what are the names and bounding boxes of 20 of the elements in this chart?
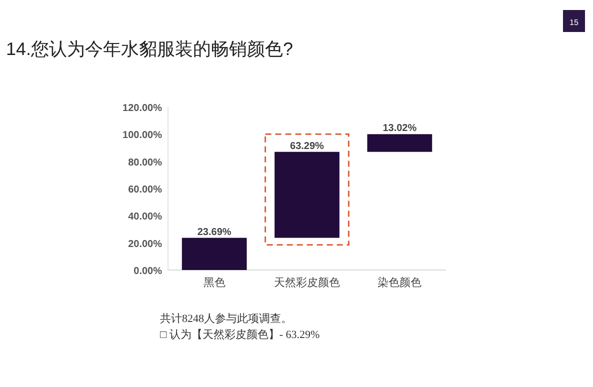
chart-title: 14.您认为今年水貂服装的畅销颜色? xyxy=(6,39,294,59)
y-tick-label: 100.00% xyxy=(122,130,162,142)
data-label: 63.29% xyxy=(290,140,324,152)
text: 15 xyxy=(570,18,579,27)
y-tick-label: 120.00% xyxy=(122,103,162,114)
bar xyxy=(274,152,340,238)
data-label: 23.69% xyxy=(197,226,232,238)
y-tick-label: 40.00% xyxy=(128,212,162,223)
text: 共计8248人参与此项调查。 xyxy=(160,312,292,325)
data-label: 13.02% xyxy=(382,123,417,134)
y-tick-label: 20.00% xyxy=(128,238,162,250)
y-tick-label: 60.00% xyxy=(128,184,162,196)
x-tick-label: 染色颜色 xyxy=(378,276,422,289)
bar xyxy=(182,238,247,270)
y-tick-label: 80.00% xyxy=(128,157,162,168)
y-tick-label: 0.00% xyxy=(134,266,162,277)
x-tick-label: 黑色 xyxy=(203,277,226,289)
text: □ 认为【天然彩皮颜色】- 63.29% xyxy=(160,328,320,341)
x-tick-label: 天然彩皮颜色 xyxy=(274,276,340,289)
bar xyxy=(367,134,432,152)
